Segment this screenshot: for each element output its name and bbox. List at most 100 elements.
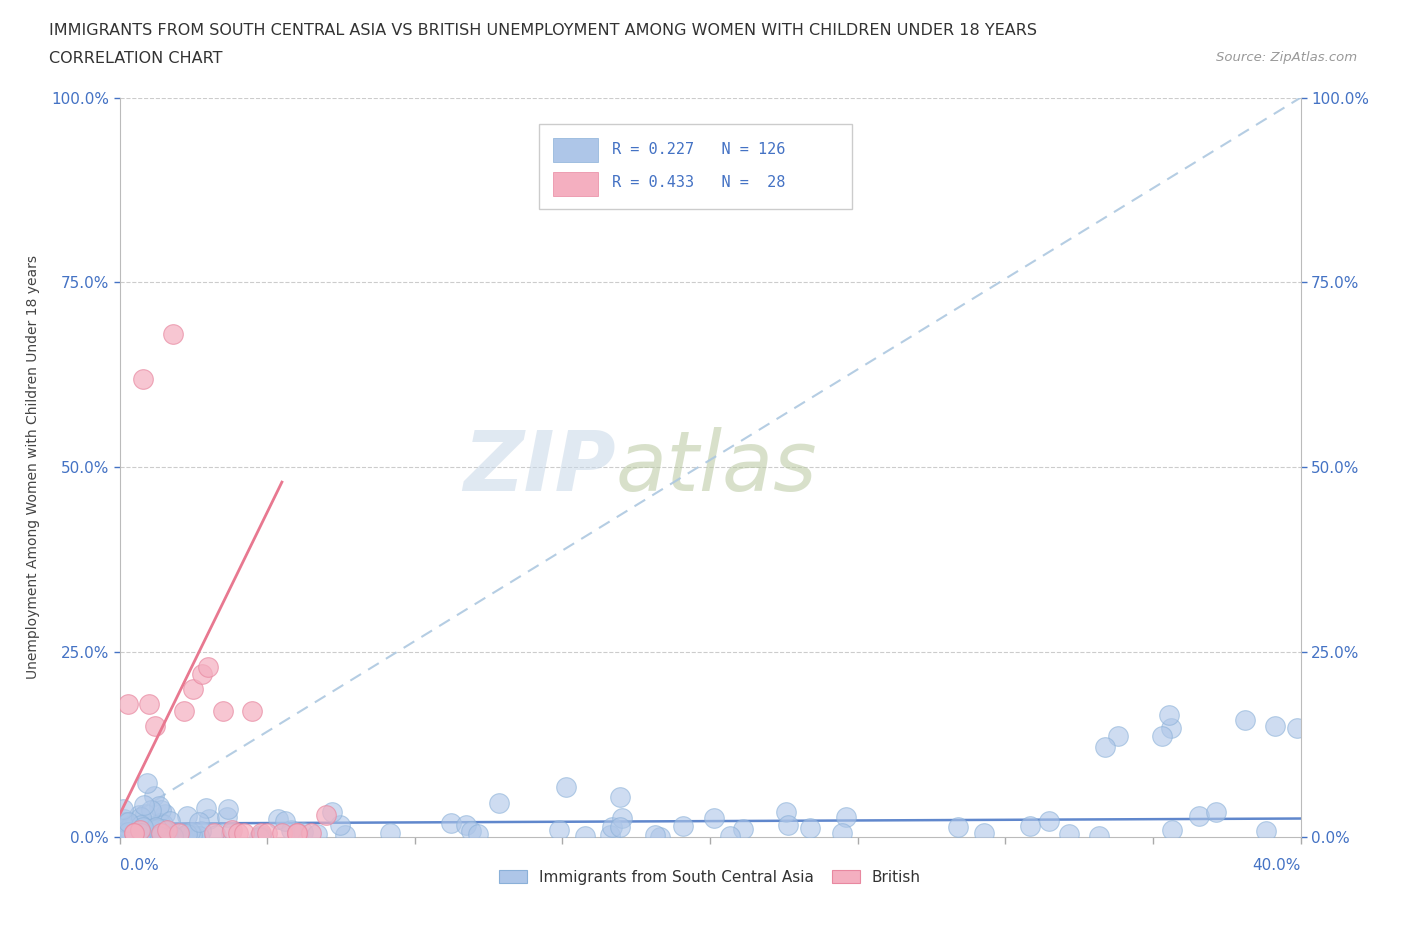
Point [188,829,211,844]
Point [194,801,217,816]
Point [191,667,214,682]
Legend: Immigrants from South Central Asia, British: Immigrants from South Central Asia, Brit… [499,870,921,884]
Point [250,828,273,843]
Point [139,803,162,817]
Point [226,826,249,841]
Point [204,828,226,843]
Point [120,817,142,832]
Point [1256,823,1278,838]
Point [149,826,172,841]
Point [128,820,150,835]
Point [610,811,633,826]
Point [143,826,166,841]
Text: ZIP: ZIP [463,427,616,508]
Point [329,817,352,832]
Point [149,803,172,817]
Point [718,829,741,844]
Point [1161,823,1184,838]
Point [117,815,139,830]
Point [117,821,139,836]
Point [114,815,136,830]
Point [221,822,243,837]
FancyBboxPatch shape [553,139,598,162]
Point [184,826,207,841]
Point [153,806,176,821]
Point [131,817,153,832]
Point [219,826,242,841]
Point [112,811,135,826]
Point [1107,729,1129,744]
Text: 0.0%: 0.0% [120,858,159,873]
Point [609,790,631,804]
Point [134,797,156,812]
Point [250,830,273,844]
Point [274,814,297,829]
Point [548,823,571,838]
Text: CORRELATION CHART: CORRELATION CHART [49,51,222,66]
Point [232,826,254,841]
Point [1205,804,1227,819]
Point [129,826,152,841]
Point [117,697,139,711]
Text: R = 0.433   N =  28: R = 0.433 N = 28 [612,175,786,190]
Point [1018,818,1040,833]
Point [122,830,145,844]
Point [1188,809,1211,824]
Point [143,819,166,834]
Point [609,819,631,834]
Point [122,819,145,834]
Point [321,804,343,819]
Point [134,806,156,821]
Point [152,817,174,831]
Point [211,704,233,719]
Point [111,829,134,844]
Point [1286,720,1309,735]
FancyBboxPatch shape [538,124,852,208]
Point [703,810,725,825]
Point [378,826,401,841]
Point [948,820,970,835]
Point [1157,708,1180,723]
Point [778,818,800,833]
Point [124,826,146,841]
Point [176,827,198,842]
Point [159,813,181,828]
Point [190,823,212,838]
Point [163,830,186,844]
Point [266,811,288,826]
Point [285,826,308,841]
Point [440,816,463,830]
Point [467,827,489,842]
Point [600,819,623,834]
Point [247,830,270,844]
Point [117,824,139,839]
Point [731,821,754,836]
Point [250,826,273,841]
Point [111,825,134,840]
Point [1038,814,1060,829]
Point [183,682,205,697]
Point [835,809,858,824]
Text: 40.0%: 40.0% [1253,858,1301,873]
Point [183,828,205,843]
Point [138,697,160,711]
Point [285,826,308,841]
Point [155,828,177,843]
Point [973,826,995,841]
Point [831,826,853,841]
Point [152,827,174,842]
Point [143,719,166,734]
Point [242,704,264,719]
Point [112,827,135,842]
Point [574,829,596,844]
Point [136,776,159,790]
Point [1264,719,1286,734]
Point [285,825,308,840]
Point [156,822,179,837]
Point [131,823,153,838]
Point [142,789,165,804]
Point [599,828,621,843]
Point [799,821,821,836]
Point [145,826,167,841]
Point [136,817,159,832]
